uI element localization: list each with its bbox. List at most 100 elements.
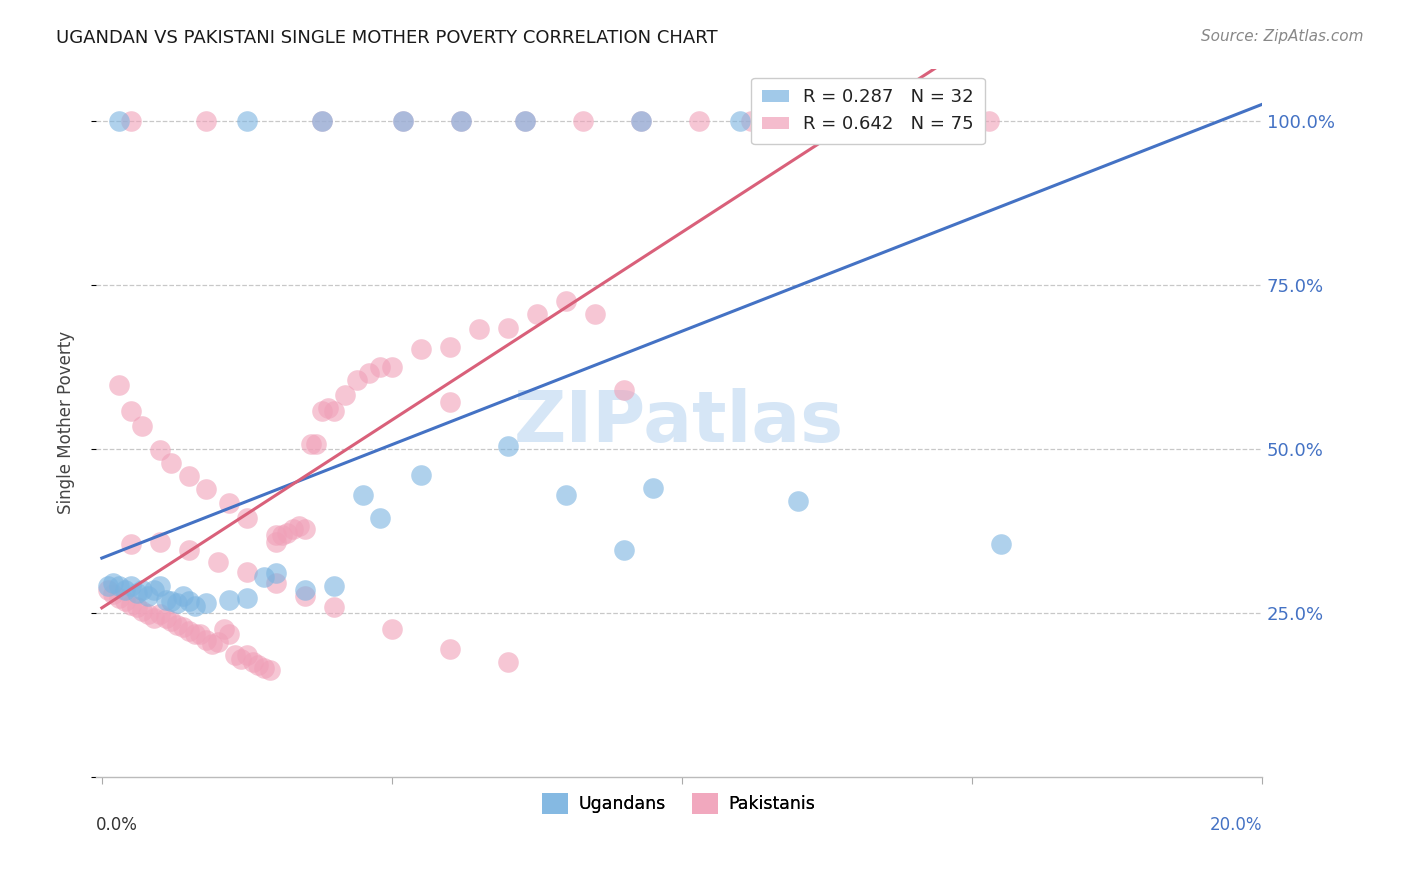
- Point: [368, 510, 391, 524]
- Point: [160, 594, 183, 608]
- Point: [613, 383, 636, 397]
- Point: [283, 522, 305, 536]
- Point: [322, 404, 344, 418]
- Point: [108, 114, 131, 128]
- Y-axis label: Single Mother Poverty: Single Mother Poverty: [58, 331, 75, 514]
- Point: [294, 590, 316, 604]
- Point: [264, 528, 287, 542]
- Text: ZIPatlas: ZIPatlas: [515, 388, 844, 457]
- Point: [346, 373, 368, 387]
- Point: [322, 600, 344, 615]
- Text: 0.0%: 0.0%: [96, 815, 138, 833]
- Point: [149, 443, 172, 458]
- Point: [207, 555, 229, 569]
- Point: [316, 401, 339, 416]
- Point: [136, 590, 159, 604]
- Point: [120, 579, 142, 593]
- Point: [259, 664, 281, 678]
- Point: [409, 342, 432, 356]
- Point: [381, 359, 404, 374]
- Point: [920, 114, 942, 128]
- Point: [136, 607, 159, 621]
- Point: [439, 641, 461, 656]
- Point: [247, 658, 270, 673]
- Point: [253, 661, 276, 675]
- Point: [515, 114, 537, 128]
- Point: [526, 307, 548, 321]
- Point: [799, 114, 821, 128]
- Point: [218, 495, 240, 509]
- Point: [583, 307, 606, 321]
- Text: 20.0%: 20.0%: [1209, 815, 1263, 833]
- Point: [125, 600, 148, 615]
- Point: [218, 626, 240, 640]
- Point: [120, 114, 142, 128]
- Point: [264, 576, 287, 591]
- Text: Source: ZipAtlas.com: Source: ZipAtlas.com: [1201, 29, 1364, 44]
- Point: [253, 569, 276, 583]
- Point: [172, 620, 194, 634]
- Point: [120, 537, 142, 551]
- Point: [108, 579, 131, 593]
- Point: [368, 359, 391, 374]
- Point: [294, 522, 316, 536]
- Point: [177, 469, 200, 483]
- Point: [322, 579, 344, 593]
- Point: [218, 592, 240, 607]
- Point: [160, 614, 183, 628]
- Point: [554, 488, 576, 502]
- Point: [160, 456, 183, 470]
- Point: [873, 114, 896, 128]
- Point: [288, 519, 311, 533]
- Point: [190, 626, 212, 640]
- Point: [195, 483, 218, 497]
- Point: [496, 438, 519, 452]
- Point: [108, 591, 131, 606]
- Point: [195, 633, 218, 648]
- Point: [114, 582, 136, 597]
- Point: [177, 543, 200, 558]
- Point: [114, 594, 136, 608]
- Point: [572, 114, 595, 128]
- Point: [439, 340, 461, 354]
- Point: [97, 579, 120, 593]
- Point: [149, 579, 172, 593]
- Point: [195, 114, 218, 128]
- Point: [143, 582, 166, 597]
- Point: [352, 488, 374, 502]
- Point: [311, 114, 333, 128]
- Point: [236, 114, 259, 128]
- Point: [270, 528, 292, 542]
- Point: [496, 320, 519, 334]
- Point: [990, 537, 1012, 551]
- Point: [177, 624, 200, 638]
- Point: [201, 637, 224, 651]
- Point: [97, 582, 120, 597]
- Point: [149, 607, 172, 621]
- Point: [195, 596, 218, 610]
- Point: [381, 622, 404, 636]
- Point: [183, 599, 205, 614]
- Point: [335, 388, 357, 402]
- Point: [392, 114, 415, 128]
- Point: [299, 436, 322, 450]
- Point: [183, 626, 205, 640]
- Point: [804, 114, 827, 128]
- Point: [409, 468, 432, 483]
- Point: [131, 418, 153, 433]
- Text: UGANDAN VS PAKISTANI SINGLE MOTHER POVERTY CORRELATION CHART: UGANDAN VS PAKISTANI SINGLE MOTHER POVER…: [56, 29, 718, 46]
- Point: [236, 591, 259, 606]
- Point: [357, 367, 380, 381]
- Point: [979, 114, 1001, 128]
- Point: [166, 596, 188, 610]
- Point: [120, 404, 142, 418]
- Point: [786, 494, 808, 508]
- Point: [641, 481, 664, 495]
- Point: [149, 535, 172, 549]
- Point: [392, 114, 415, 128]
- Point: [236, 648, 259, 663]
- Point: [166, 617, 188, 632]
- Point: [688, 114, 710, 128]
- Point: [554, 294, 576, 309]
- Point: [103, 587, 125, 601]
